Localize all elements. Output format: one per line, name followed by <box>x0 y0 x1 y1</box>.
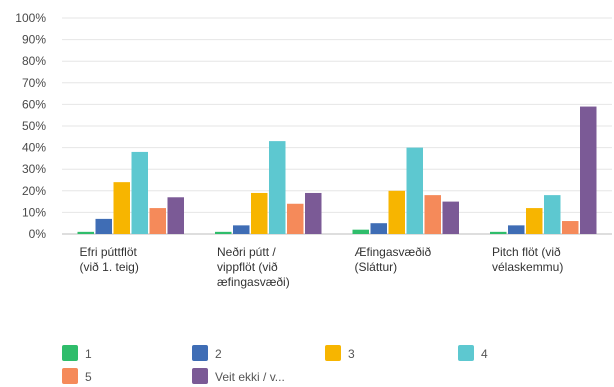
bar <box>233 225 250 234</box>
bar <box>388 190 405 234</box>
legend-swatch <box>458 345 474 361</box>
legend-item[interactable]: 1 <box>62 345 92 361</box>
x-axis-labels: Efri púttflöt (við 1. teig) Neðri pútt / vi… <box>80 245 564 289</box>
bar <box>95 218 112 234</box>
y-tick-label: 30% <box>22 162 46 176</box>
y-tick-label: 70% <box>22 76 46 90</box>
legend-label: 1 <box>85 347 92 361</box>
bar <box>113 182 130 234</box>
y-tick-label: 0% <box>29 227 47 241</box>
x-category-label-line: æfingasvæði) <box>217 275 290 289</box>
legend-swatch <box>62 345 78 361</box>
x-category-label: Æfingasvæðið (Sláttur) <box>355 245 432 274</box>
bar <box>508 225 525 234</box>
x-category-label-line: Pitch flöt (við <box>492 245 561 259</box>
bar <box>370 223 387 234</box>
x-category-label: Neðri pútt / vippflöt (við æfingasvæði) <box>217 245 290 289</box>
y-tick-label: 60% <box>22 97 46 111</box>
x-category-label-line: Æfingasvæðið <box>355 245 432 259</box>
y-tick-label: 90% <box>22 33 46 47</box>
bar <box>544 195 561 234</box>
y-tick-label: 40% <box>22 141 46 155</box>
legend-swatch <box>62 368 78 384</box>
bar <box>526 208 543 234</box>
x-category-label-line: Efri púttflöt <box>80 245 138 259</box>
legend-item[interactable]: Veit ekki / v... <box>192 368 285 384</box>
legend-label: 5 <box>85 370 92 384</box>
legend-swatch <box>192 345 208 361</box>
bar <box>167 197 184 234</box>
legend-label: 3 <box>348 347 355 361</box>
y-tick-label: 50% <box>22 119 46 133</box>
legend-item[interactable]: 5 <box>62 368 92 384</box>
bar <box>406 147 423 234</box>
bar <box>305 192 322 234</box>
legend-swatch <box>192 368 208 384</box>
bar <box>490 231 507 234</box>
x-category-label-line: vélaskemmu) <box>492 260 563 274</box>
y-tick-label: 20% <box>22 184 46 198</box>
bar <box>287 203 304 234</box>
bar <box>424 195 441 234</box>
x-category-label-line: (við 1. teig) <box>80 260 139 274</box>
bar <box>269 141 286 234</box>
legend-label: Veit ekki / v... <box>215 370 285 384</box>
y-tick-label: 80% <box>22 54 46 68</box>
legend-label: 2 <box>215 347 222 361</box>
bar <box>149 208 166 234</box>
x-category-label: Pitch flöt (við vélaskemmu) <box>492 245 563 274</box>
y-tick-label: 10% <box>22 205 46 219</box>
bar <box>562 221 579 234</box>
legend-item[interactable]: 3 <box>325 345 355 361</box>
bar <box>580 106 597 234</box>
bar <box>77 231 94 234</box>
x-category-label-line: Neðri pútt / <box>217 245 276 259</box>
legend-item[interactable]: 4 <box>458 345 488 361</box>
bar <box>251 192 268 234</box>
bar <box>215 231 232 234</box>
legend-label: 4 <box>481 347 488 361</box>
bar <box>352 229 369 234</box>
legend-swatch <box>325 345 341 361</box>
bar <box>442 201 459 234</box>
bar <box>131 151 148 234</box>
x-category-label: Efri púttflöt (við 1. teig) <box>80 245 139 274</box>
legend-item[interactable]: 2 <box>192 345 222 361</box>
y-tick-label: 100% <box>15 11 46 25</box>
x-category-label-line: vippflöt (við <box>217 260 278 274</box>
y-axis-ticks: 0% 10% 20% 30% 40% 50% 60% 70% 80% 90% 100% <box>15 11 46 241</box>
bars <box>77 106 597 234</box>
legend[interactable]: 1 2 3 4 5 Veit ekki / v... <box>62 345 488 384</box>
x-category-label-line: (Sláttur) <box>355 260 398 274</box>
